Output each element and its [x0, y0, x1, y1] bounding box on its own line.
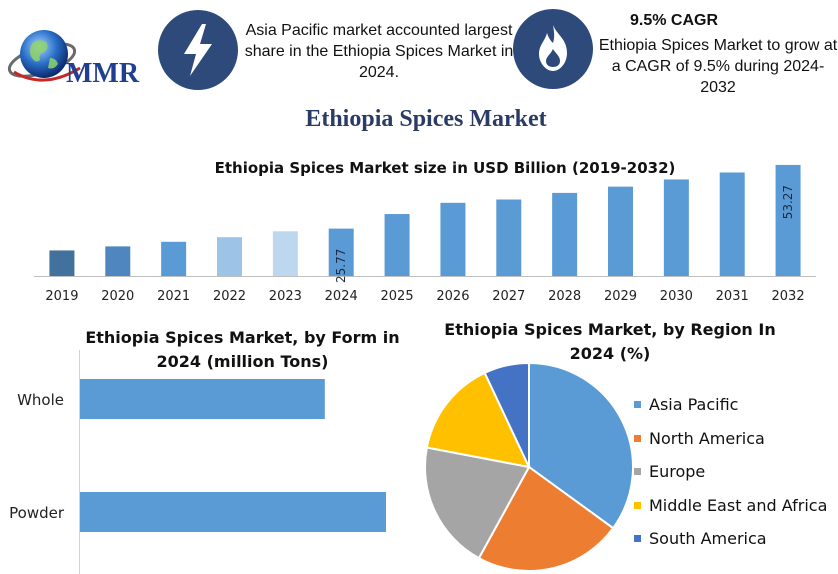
slice-middle-east-and-africa	[425, 371, 531, 469]
tick-label-2024: 2024	[325, 289, 358, 304]
region-chart-title: Ethiopia Spices Market, by Region In 202…	[444, 320, 776, 363]
legend-label: Asia Pacific	[649, 395, 739, 415]
legend-swatch	[634, 468, 641, 476]
bar-2025	[384, 214, 410, 276]
bar-2024	[328, 228, 354, 276]
cagr-icon-circle	[513, 9, 593, 89]
tick-label-2020: 2020	[101, 289, 134, 304]
bar-2027	[496, 199, 522, 276]
category-label-whole: Whole	[17, 391, 64, 409]
data-label-2032: 53.27	[781, 185, 795, 219]
bar-2021	[161, 241, 187, 276]
flame-icon	[539, 25, 567, 71]
slice-europe	[424, 446, 531, 560]
market-size-chart-title: Ethiopia Spices Market size in USD Billi…	[214, 159, 676, 177]
logo-graphic: MMR	[7, 30, 140, 89]
region-pie-chart	[424, 361, 634, 572]
tick-label-2032: 2032	[772, 289, 805, 304]
data-label-2024: 25.77	[334, 249, 348, 283]
category-label-powder: Powder	[9, 504, 65, 522]
legend-swatch	[634, 401, 641, 409]
legend-item-europe: Europe	[634, 455, 827, 489]
tick-label-2028: 2028	[548, 289, 581, 304]
tick-label-2019: 2019	[45, 289, 78, 304]
tick-label-2029: 2029	[604, 289, 637, 304]
slice-asia-pacific	[528, 361, 634, 530]
bar-2022	[217, 237, 242, 276]
legend-item-south-america: South America	[634, 522, 827, 556]
tick-label-2026: 2026	[436, 289, 469, 304]
tick-label-2021: 2021	[157, 289, 190, 304]
form-chart-title: Ethiopia Spices Market, by Form in 2024 …	[85, 328, 400, 371]
slice-south-america	[483, 361, 530, 468]
bar-2030	[663, 179, 689, 276]
lightning-icon	[184, 24, 212, 76]
info1-text: Asia Pacific market accounted largest sh…	[244, 22, 514, 81]
region-legend: Asia Pacific North America Europe Middle Ea…	[634, 388, 827, 556]
page-title: Ethiopia Spices Market	[305, 106, 547, 132]
legend-label: Europe	[649, 462, 706, 482]
legend-item-asia-pacific: Asia Pacific	[634, 388, 827, 422]
bar-2031	[719, 172, 745, 276]
bar-2020	[105, 246, 131, 276]
legend-label: North America	[649, 428, 765, 448]
tick-label-2030: 2030	[660, 289, 693, 304]
slice-north-america	[477, 465, 615, 572]
form-bar-chart: Whole Powder	[9, 350, 386, 574]
bar-2019	[49, 250, 75, 276]
legend-swatch	[634, 535, 641, 543]
bar-2029	[608, 186, 633, 276]
legend-item-middle-east-and-africa: Middle East and Africa	[634, 489, 827, 523]
bar-powder	[80, 492, 386, 532]
cagr-title: 9.5% CAGR	[629, 12, 719, 29]
legend-swatch	[634, 434, 641, 442]
legend-label: South America	[649, 529, 767, 549]
legend-item-north-america: North America	[634, 422, 827, 456]
tick-label-2023: 2023	[269, 289, 302, 304]
bar-whole	[80, 379, 325, 419]
market-size-bar-chart: 2019 2020 2021 2022 2023 2024 25.77 2025 2026 202…	[34, 164, 816, 304]
legend-swatch	[634, 501, 641, 509]
cagr-text: Ethiopia Spices Market to grow at a CAGR…	[598, 37, 838, 96]
tick-label-2025: 2025	[381, 289, 414, 304]
bar-2032	[775, 164, 801, 276]
logo-text: MMR	[66, 58, 140, 89]
tick-label-2022: 2022	[213, 289, 246, 304]
legend-label: Middle East and Africa	[649, 495, 828, 515]
tick-label-2027: 2027	[492, 289, 525, 304]
info-icon-circle	[158, 10, 238, 90]
bar-2026	[440, 202, 466, 276]
tick-label-2031: 2031	[716, 289, 749, 304]
bar-2028	[552, 192, 578, 276]
mmr-logo: MMR	[4, 22, 150, 94]
bar-2023	[272, 231, 298, 276]
